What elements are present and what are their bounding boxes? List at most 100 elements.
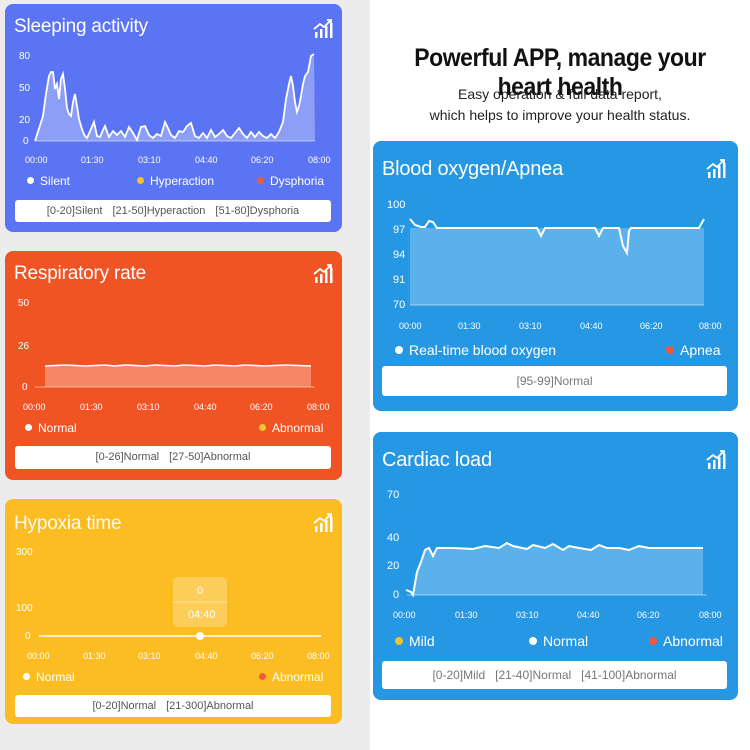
- y-tick: 20: [387, 560, 399, 572]
- trend-chart-icon[interactable]: [312, 18, 334, 40]
- range-summary: [0-20]Silent [21-50]Hyperaction [51-80]Dys…: [15, 200, 331, 222]
- x-tick: 06:20: [250, 402, 273, 412]
- x-tick: 06:20: [640, 321, 663, 331]
- respiratory-area: [45, 366, 311, 387]
- legend-dot: [395, 346, 403, 354]
- legend-dot: [137, 177, 144, 184]
- x-tick: 08:00: [307, 651, 330, 661]
- x-tick: 04:40: [194, 402, 217, 412]
- card-title: Sleeping activity: [14, 16, 148, 37]
- legend-normal: Normal: [23, 670, 75, 684]
- x-tick: 01:30: [458, 321, 481, 331]
- legend-abnormal: Abnormal: [649, 633, 723, 649]
- legend-mild: Mild: [395, 633, 435, 649]
- x-tick: 04:40: [195, 651, 218, 661]
- y-tick: 0: [393, 589, 399, 601]
- x-tick: 01:30: [81, 155, 104, 165]
- x-tick: 08:00: [307, 402, 330, 412]
- legend-dot: [666, 346, 674, 354]
- y-tick: 0: [22, 382, 28, 393]
- legend-apnea: Apnea: [666, 342, 720, 358]
- x-tick: 03:10: [138, 155, 161, 165]
- subtitle-line-2: which helps to improve your health statu…: [429, 107, 691, 123]
- sleeping-activity-card[interactable]: Sleeping activity 80 50 20 0 00:00 01:30…: [5, 4, 342, 232]
- y-tick: 20: [19, 115, 31, 126]
- legend-dot: [259, 673, 266, 680]
- oxygen-area: [410, 228, 704, 305]
- x-tick: 00:00: [393, 610, 416, 620]
- headline: Powerful APP, manage your heart health: [414, 44, 706, 101]
- card-title: Blood oxygen/Apnea: [382, 158, 563, 180]
- legend-dot: [649, 637, 657, 645]
- respiratory-rate-card[interactable]: Respiratory rate 50 26 0 00:00 01:30 03:…: [5, 251, 342, 480]
- y-tick: 0: [23, 136, 29, 147]
- y-tick: 100: [387, 199, 405, 211]
- tooltip-time: 04:40: [188, 609, 216, 621]
- x-tick: 03:10: [138, 651, 161, 661]
- cardiac-load-card[interactable]: Cardiac load 70 40 20 0 00:00 01:30 03:1…: [373, 432, 738, 700]
- y-tick: 50: [19, 83, 31, 94]
- x-tick: 03:10: [516, 610, 539, 620]
- range-summary: [95-99]Normal: [382, 366, 727, 396]
- respiratory-line: [44, 364, 312, 367]
- legend-dot: [27, 177, 34, 184]
- trend-chart-icon[interactable]: [705, 158, 727, 180]
- legend-dot: [259, 424, 266, 431]
- x-tick: 01:30: [80, 402, 103, 412]
- respiratory-chart: 50 26 0 00:00 01:30 03:10 04:40 06:20 08…: [18, 298, 330, 412]
- x-tick: 00:00: [23, 402, 46, 412]
- cardiac-line: [405, 541, 703, 598]
- y-tick: 100: [16, 603, 33, 614]
- x-tick: 04:40: [580, 321, 603, 331]
- oxygen-line: [409, 218, 705, 257]
- legend-dot: [23, 673, 30, 680]
- y-tick: 70: [387, 489, 399, 501]
- legend-normal: Normal: [529, 633, 588, 649]
- card-title: Cardiac load: [382, 449, 492, 471]
- cardiac-area: [413, 543, 703, 595]
- y-tick: 26: [18, 341, 30, 352]
- legend-abnormal: Abnormal: [259, 670, 323, 684]
- legend-dot: [395, 637, 403, 645]
- trend-chart-icon[interactable]: [312, 263, 334, 285]
- legend-dot: [257, 177, 264, 184]
- y-tick: 50: [18, 298, 30, 309]
- y-tick: 91: [393, 274, 405, 286]
- cardiac-load-chart: 70 40 20 0 00:00 01:30 03:10 04:40 06:20…: [387, 489, 722, 620]
- legend-normal: Normal: [25, 421, 77, 435]
- x-tick: 06:20: [251, 651, 274, 661]
- y-tick: 70: [393, 299, 405, 311]
- sleep-activity-area: [35, 54, 315, 141]
- legend-dot: [529, 637, 537, 645]
- card-title: Respiratory rate: [14, 263, 146, 284]
- trend-chart-icon[interactable]: [705, 449, 727, 471]
- sleep-activity-line: [34, 53, 315, 143]
- y-tick: 40: [387, 532, 399, 544]
- blood-oxygen-chart: 100 97 94 91 70 00:00 01:30 03:10 04:40 …: [387, 199, 722, 331]
- legend-real-time-blood-oxygen: Real-time blood oxygen: [395, 342, 556, 358]
- x-tick: 04:40: [577, 610, 600, 620]
- trend-chart-icon[interactable]: [312, 512, 334, 534]
- y-tick: 97: [393, 224, 405, 236]
- x-tick: 08:00: [308, 155, 331, 165]
- x-tick: 03:10: [137, 402, 160, 412]
- hypoxia-chart: 300 100 0 0 04:40 00:00 01:30 03:10 04:4…: [16, 547, 330, 661]
- blood-oxygen-card[interactable]: Blood oxygen/Apnea 100 97 94 91 70 00:00…: [373, 141, 738, 411]
- x-tick: 00:00: [25, 155, 48, 165]
- x-tick: 00:00: [399, 321, 422, 331]
- y-tick: 300: [16, 547, 33, 558]
- range-summary: [0-20]Mild [21-40]Normal [41-100]Abnormal: [382, 661, 727, 689]
- x-tick: 01:30: [83, 651, 106, 661]
- y-tick: 0: [25, 631, 31, 642]
- x-tick: 01:30: [455, 610, 478, 620]
- legend-dot: [25, 424, 32, 431]
- x-tick: 08:00: [699, 610, 722, 620]
- legend-abnormal: Abnormal: [259, 421, 323, 435]
- hypoxia-time-card[interactable]: Hypoxia time 300 100 0 0 04:40 00:00 01:…: [5, 499, 342, 724]
- x-tick: 03:10: [519, 321, 542, 331]
- x-tick: 06:20: [251, 155, 274, 165]
- y-tick: 94: [393, 249, 405, 261]
- y-tick: 80: [19, 51, 31, 62]
- x-tick: 08:00: [699, 321, 722, 331]
- sleeping-chart: 80 50 20 0 00:00 01:30 03:10 04:40 06:20…: [19, 51, 331, 165]
